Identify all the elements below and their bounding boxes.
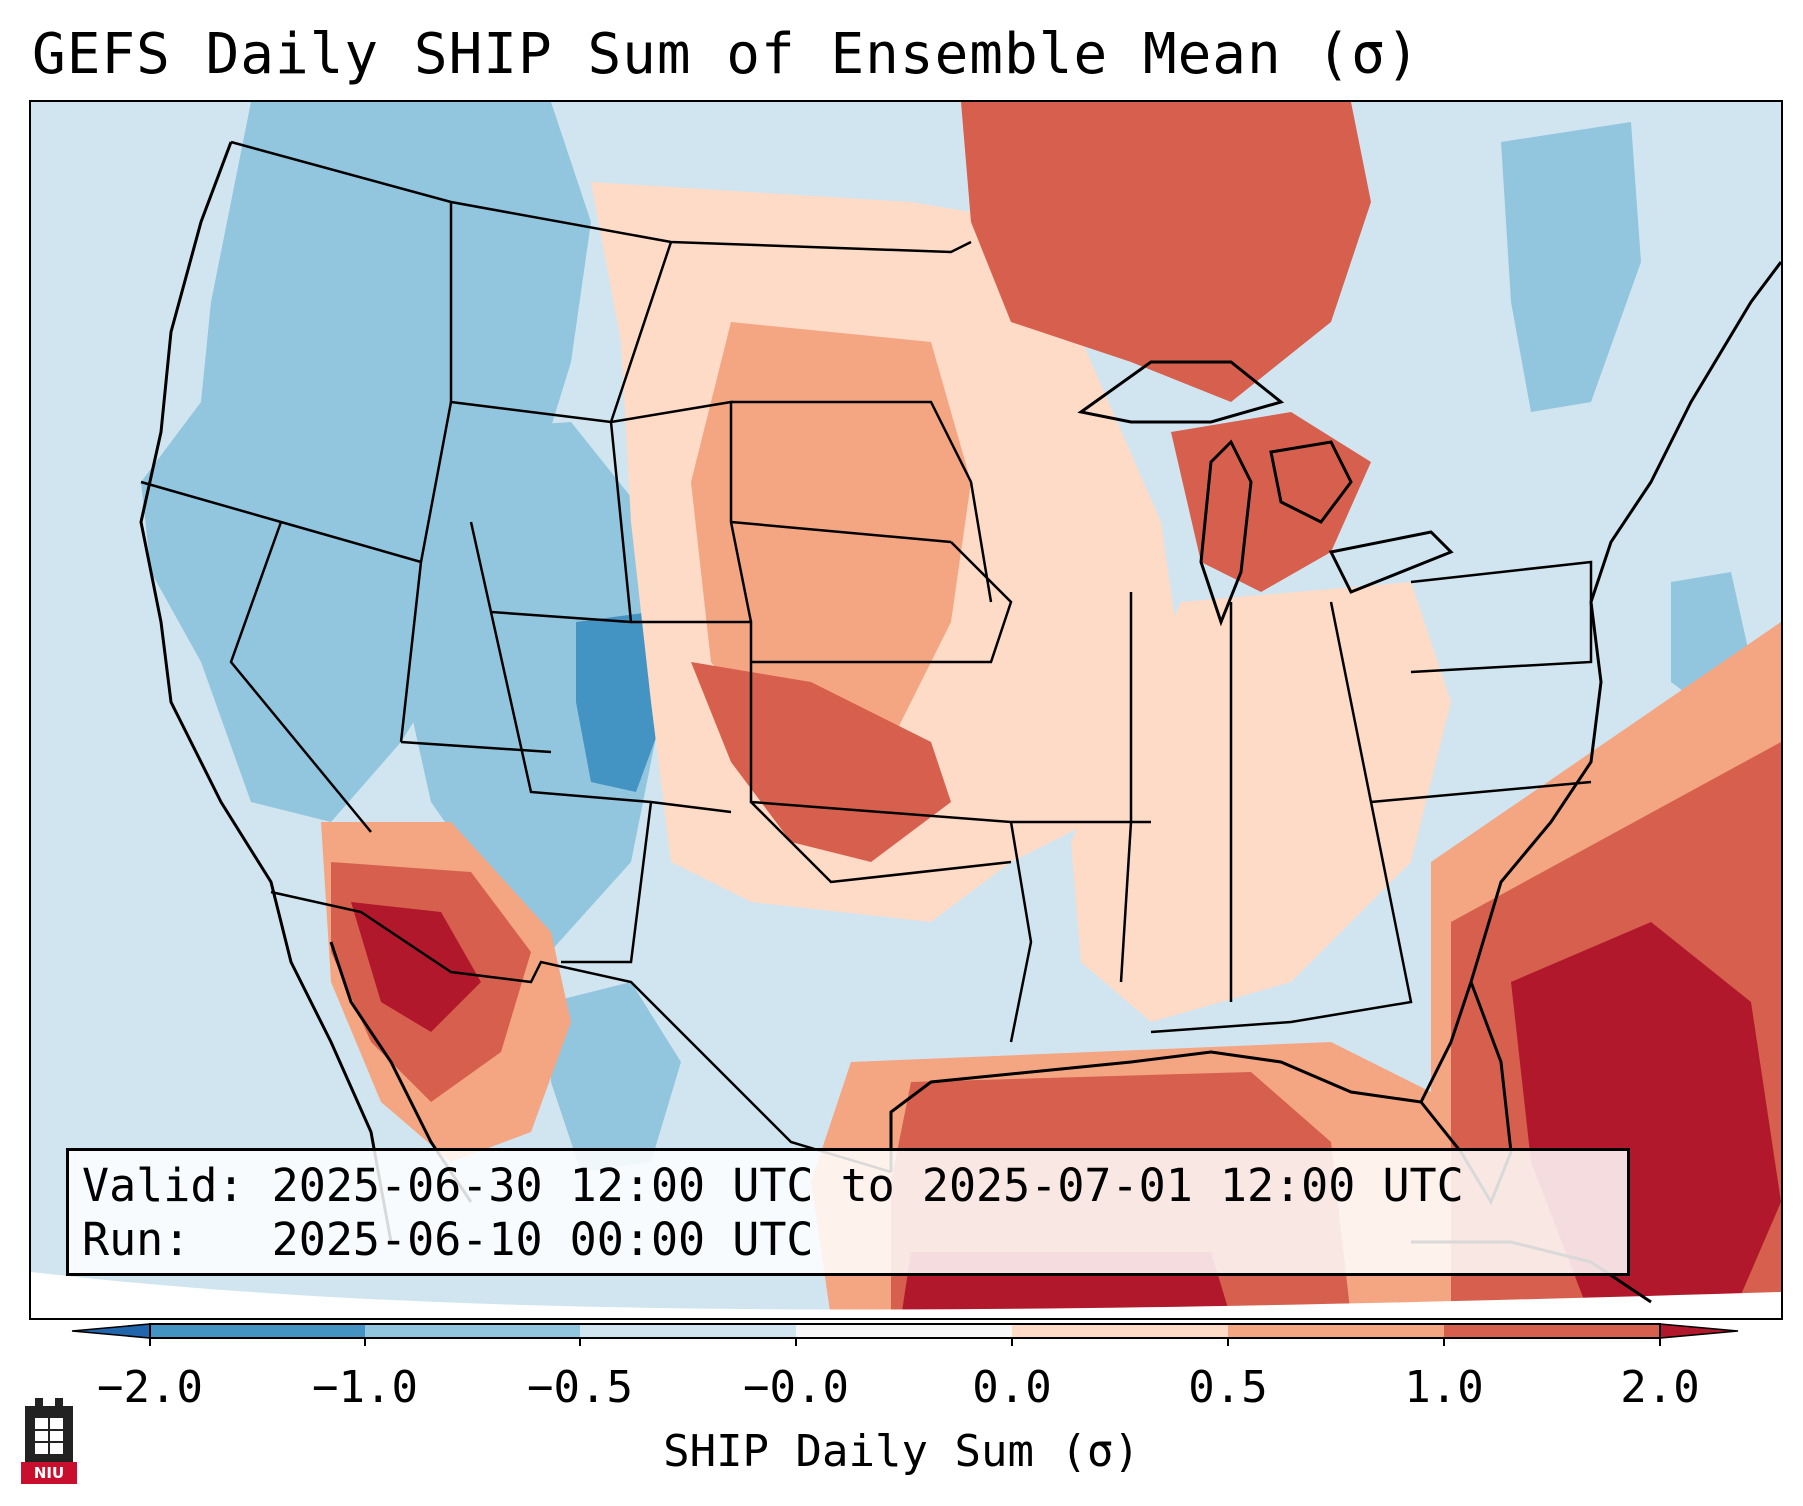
colorbar-tick-label: 1.0 <box>1404 1362 1484 1413</box>
valid-value: 2025-06-30 12:00 UTC to 2025-07-01 12:00… <box>271 1159 1464 1212</box>
colorbar-tick-label: 0.5 <box>1188 1362 1268 1413</box>
anomaly-region-pos-greatlakes <box>1171 412 1371 592</box>
anomaly-region-pos-canada <box>961 102 1371 402</box>
colorbar-label: SHIP Daily Sum (σ) <box>663 1426 1140 1477</box>
colorbar-tick-label: −2.0 <box>97 1362 203 1413</box>
coastlines <box>139 141 1781 1304</box>
colorbar-ticks <box>149 1338 1661 1346</box>
coastline-gulf <box>889 981 1473 1172</box>
colorbar-bin-2 <box>365 1324 580 1338</box>
domain-edge <box>31 1272 1781 1318</box>
coastline-lake-superior <box>1077 360 1285 424</box>
run-label: Run: <box>82 1213 191 1266</box>
colorbar-under-arrow <box>71 1323 151 1339</box>
colorbar-bin-1 <box>150 1324 365 1338</box>
map-title: GEFS Daily SHIP Sum of Ensemble Mean (σ) <box>32 22 1421 87</box>
colorbar-tick-label: 0.0 <box>972 1362 1052 1413</box>
niu-logo-text: NIU <box>21 1462 77 1484</box>
coastline-lake-erie <box>1328 530 1454 594</box>
anomaly-region-neg-texas <box>551 982 681 1172</box>
colorbar-over-arrow <box>1659 1323 1739 1339</box>
colorbar-bin-5 <box>1012 1324 1228 1338</box>
anomaly-region-pos-midwest <box>1071 582 1451 1022</box>
colorbar-tick-label: 2.0 <box>1620 1362 1700 1413</box>
colorbar-tick-label: −0.0 <box>743 1362 849 1413</box>
border-us-mexico <box>270 890 892 1174</box>
colorbar-bin-4 <box>796 1324 1012 1338</box>
coastline-pacific <box>139 141 393 1243</box>
colorbar-tick-label: −1.0 <box>312 1362 418 1413</box>
map-panel <box>29 100 1783 1320</box>
colorbar-bin-6 <box>1228 1324 1444 1338</box>
run-value: 2025-06-10 00:00 UTC <box>271 1213 814 1266</box>
valid-run-info-box: Valid: 2025-06-30 12:00 UTC to 2025-07-0… <box>66 1148 1630 1276</box>
coastline-lake-huron <box>1269 440 1353 524</box>
anomaly-region-neg-northwest <box>141 102 591 822</box>
niu-logo-emblem <box>25 1398 73 1464</box>
coastline-lake-michigan <box>1199 439 1253 627</box>
anomaly-map <box>31 102 1781 1318</box>
anomaly-region-pos-sonora <box>351 902 481 1032</box>
anomaly-region-pos-northcentral <box>691 322 971 762</box>
valid-label: Valid: <box>82 1159 245 1212</box>
colorbar-tick-label: −0.5 <box>527 1362 633 1413</box>
colorbar-bin-3 <box>580 1324 796 1338</box>
colorbar-outline <box>149 1323 1661 1339</box>
border-west-states <box>140 401 552 833</box>
colorbar <box>71 1323 1739 1346</box>
niu-logo: NIU <box>21 1394 77 1484</box>
anomaly-region-neg-rockies <box>391 422 671 962</box>
anomaly-region-neg-newengland <box>1501 122 1641 412</box>
anomaly-region-neg-colorado <box>576 612 669 792</box>
colorbar-bin-7 <box>1444 1324 1660 1338</box>
coastline-atlantic <box>1469 261 1781 983</box>
